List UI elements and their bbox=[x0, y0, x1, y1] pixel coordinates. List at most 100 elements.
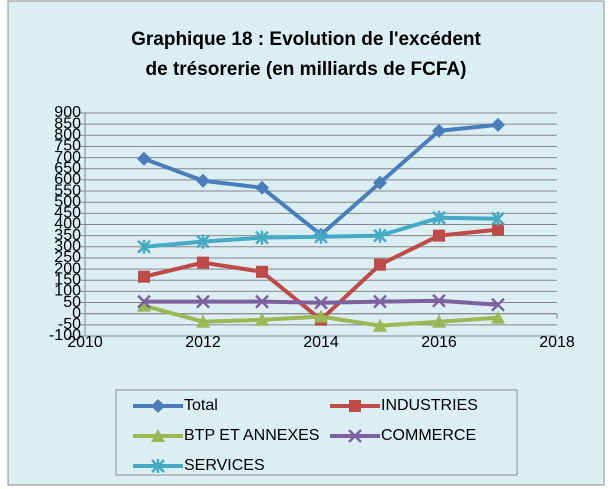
marker-shape bbox=[255, 294, 269, 309]
y-tick-label: 150 bbox=[54, 271, 81, 288]
marker bbox=[255, 230, 269, 245]
legend-label: SERVICES bbox=[184, 457, 265, 474]
marker-shape bbox=[196, 173, 210, 188]
marker bbox=[432, 314, 446, 328]
marker-shape bbox=[196, 234, 210, 249]
marker bbox=[373, 228, 387, 243]
marker-shape bbox=[491, 211, 505, 226]
marker-shape bbox=[491, 310, 505, 324]
x-tick-label: 2012 bbox=[185, 334, 221, 351]
y-tick-label: -100 bbox=[49, 327, 81, 344]
y-tick-label: 50 bbox=[63, 294, 81, 311]
marker bbox=[348, 429, 362, 443]
marker-shape bbox=[151, 459, 165, 473]
x-tick-label: 2010 bbox=[67, 334, 103, 351]
legend-label: COMMERCE bbox=[381, 427, 476, 444]
chart-title: de trésorerie (en milliards de FCFA) bbox=[146, 59, 467, 80]
marker-shape bbox=[432, 210, 446, 225]
marker-shape bbox=[255, 180, 269, 195]
marker bbox=[433, 229, 445, 242]
marker bbox=[374, 258, 386, 271]
y-tick-label: 400 bbox=[54, 216, 81, 233]
legend-label: BTP ET ANNEXES bbox=[184, 427, 319, 444]
legend-label: INDUSTRIES bbox=[381, 397, 478, 414]
y-tick-label: 500 bbox=[54, 193, 81, 210]
marker bbox=[196, 234, 210, 249]
marker bbox=[137, 151, 151, 166]
marker-shape bbox=[255, 230, 269, 245]
marker-shape bbox=[373, 318, 387, 332]
marker bbox=[314, 309, 328, 323]
marker-shape bbox=[137, 294, 151, 309]
marker bbox=[432, 123, 446, 138]
marker-shape bbox=[373, 228, 387, 243]
marker bbox=[432, 293, 446, 308]
y-tick-label: 200 bbox=[54, 260, 81, 277]
marker bbox=[196, 173, 210, 188]
marker bbox=[314, 295, 328, 310]
marker bbox=[196, 294, 210, 309]
marker bbox=[492, 223, 504, 236]
marker bbox=[197, 256, 209, 269]
y-tick-label: 300 bbox=[54, 238, 81, 255]
marker-shape bbox=[314, 229, 328, 244]
marker bbox=[349, 400, 361, 412]
y-tick-label: 600 bbox=[54, 171, 81, 188]
marker-shape bbox=[491, 117, 505, 132]
marker-shape bbox=[314, 295, 328, 310]
marker-shape bbox=[255, 312, 269, 326]
y-tick-label: 850 bbox=[54, 115, 81, 132]
marker bbox=[151, 429, 165, 442]
marker bbox=[196, 314, 210, 328]
marker bbox=[255, 294, 269, 309]
marker-shape bbox=[137, 298, 151, 312]
marker bbox=[151, 459, 165, 473]
marker bbox=[491, 297, 505, 312]
legend-label: Total bbox=[184, 397, 218, 414]
marker-shape bbox=[433, 229, 445, 242]
marker-shape bbox=[196, 294, 210, 309]
marker bbox=[256, 265, 268, 278]
marker-shape bbox=[349, 400, 361, 412]
marker-shape bbox=[373, 294, 387, 309]
marker-shape bbox=[432, 314, 446, 328]
y-tick-label: 100 bbox=[54, 283, 81, 300]
y-tick-label: 800 bbox=[54, 127, 81, 144]
y-tick-label: 900 bbox=[54, 104, 81, 121]
marker bbox=[373, 175, 387, 190]
marker-shape bbox=[151, 429, 165, 442]
marker bbox=[314, 229, 328, 244]
x-tick-label: 2014 bbox=[303, 334, 339, 351]
marker-shape bbox=[197, 256, 209, 269]
marker bbox=[373, 294, 387, 309]
marker bbox=[138, 270, 150, 283]
marker bbox=[491, 117, 505, 132]
marker-shape bbox=[196, 314, 210, 328]
y-tick-label: 700 bbox=[54, 149, 81, 166]
marker-shape bbox=[137, 151, 151, 166]
marker bbox=[151, 399, 165, 413]
marker-shape bbox=[151, 399, 165, 413]
y-tick-label: 350 bbox=[54, 227, 81, 244]
marker bbox=[373, 318, 387, 332]
marker-shape bbox=[314, 309, 328, 323]
marker-shape bbox=[492, 223, 504, 236]
y-tick-label: 650 bbox=[54, 160, 81, 177]
marker bbox=[137, 294, 151, 309]
y-tick-label: -50 bbox=[58, 316, 81, 333]
marker-shape bbox=[256, 265, 268, 278]
y-tick-label: 0 bbox=[72, 305, 81, 322]
marker-shape bbox=[348, 429, 362, 443]
y-tick-label: 450 bbox=[54, 205, 81, 222]
x-tick-label: 2018 bbox=[539, 334, 575, 351]
y-tick-label: 550 bbox=[54, 182, 81, 199]
marker bbox=[137, 298, 151, 312]
marker-shape bbox=[373, 175, 387, 190]
marker-shape bbox=[137, 239, 151, 254]
marker bbox=[491, 211, 505, 226]
marker bbox=[137, 239, 151, 254]
marker-shape bbox=[491, 297, 505, 312]
marker-shape bbox=[432, 123, 446, 138]
marker bbox=[255, 180, 269, 195]
